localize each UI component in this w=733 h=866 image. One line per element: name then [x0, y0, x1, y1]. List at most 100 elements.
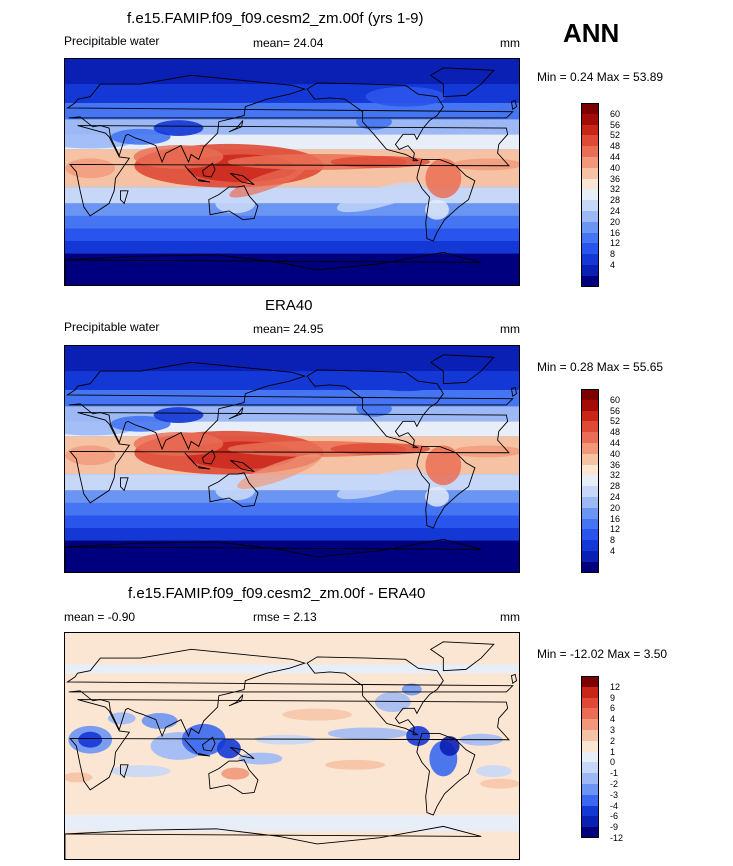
latitude-band [65, 490, 519, 503]
coastline [184, 165, 198, 180]
colorbar-swatch [581, 389, 599, 401]
panel2-mean: mean= 24.95 [253, 322, 324, 336]
panel1-units: mm [500, 36, 520, 50]
colorbar-tick-label: 28 [610, 481, 621, 492]
colorbar-swatch [581, 529, 599, 541]
panel2-map [64, 345, 520, 573]
colorbar-tick-label: -4 [610, 800, 619, 811]
colorbar-swatch [581, 730, 599, 742]
colorbar-tick-label: 44 [610, 152, 621, 162]
field-patch [78, 731, 103, 748]
map-field [65, 59, 519, 285]
colorbar-tick-label: 28 [610, 195, 621, 206]
field-patch [65, 772, 93, 783]
field-patch [336, 469, 424, 500]
colorbar-swatch [581, 561, 599, 574]
colorbar-tick-label: 36 [610, 459, 621, 470]
coastline [65, 825, 482, 859]
colorbar-swatch [581, 200, 599, 212]
latitude-band [65, 215, 519, 229]
field-patch [133, 432, 224, 456]
colorbar-tick-label: 56 [610, 405, 621, 416]
panel2-field: Precipitable water [64, 320, 160, 334]
field-patch [425, 486, 449, 507]
coastline [229, 746, 255, 760]
colorbar-swatch [581, 719, 599, 731]
colorbar-tick-label: 52 [610, 130, 621, 141]
coastline [198, 465, 211, 470]
latitude-band [65, 253, 519, 285]
field-patch [425, 445, 462, 486]
colorbar-swatch [581, 410, 599, 422]
field-patch [330, 156, 431, 168]
colorbar-swatch [581, 211, 599, 223]
latitude-band [65, 502, 519, 516]
colorbar-tick-label: 48 [610, 427, 621, 438]
colorbar-swatch [581, 740, 599, 753]
latitude-band [65, 59, 519, 85]
colorbar-tick-label: 40 [610, 448, 621, 459]
field-patch [221, 767, 250, 780]
field-patch [110, 128, 171, 145]
colorbar-swatch [581, 794, 599, 807]
colorbar-swatch [581, 751, 599, 763]
colorbar-tick-label: 16 [610, 227, 621, 238]
field-patch [153, 120, 204, 136]
coastline [306, 656, 444, 736]
colorbar-swatch [581, 432, 599, 444]
coastline [416, 732, 476, 816]
colorbar-tick-label: 9 [610, 692, 616, 703]
coastline [429, 641, 495, 672]
colorbar-tick-label: 12 [610, 524, 621, 535]
colorbar-swatch [581, 265, 599, 277]
colorbar-tick-label: 6 [610, 703, 616, 714]
colorbar-swatch [581, 708, 599, 720]
colorbar-tick-label: -9 [610, 822, 619, 833]
colorbar-swatch [581, 827, 599, 839]
latitude-band [65, 515, 519, 529]
colorbar-tick-label: 60 [610, 108, 621, 119]
latitude-band [65, 389, 519, 407]
coastline [429, 354, 495, 385]
field-patch [374, 692, 411, 712]
coastline [120, 477, 129, 492]
colorbar-swatch [581, 518, 599, 530]
coastline [229, 459, 255, 473]
colorbar-swatch [581, 178, 599, 190]
season-label: ANN [563, 18, 620, 48]
colorbar-swatch [581, 113, 599, 126]
field-patch [480, 778, 519, 789]
colorbar-tick-label: -2 [610, 779, 619, 789]
colorbar-tick-label: 20 [610, 216, 621, 227]
colorbar-swatch [581, 103, 599, 115]
coastline [510, 673, 518, 685]
field-patch [65, 158, 116, 179]
coastline [184, 452, 198, 467]
latitude-band [65, 815, 519, 832]
field-patch [133, 145, 224, 169]
latitude-band [65, 102, 519, 120]
coastline [201, 449, 216, 465]
panel1-field: Precipitable water [64, 34, 160, 48]
colorbar-swatch [581, 816, 599, 828]
field-patch [327, 727, 408, 740]
field-patch [110, 765, 171, 778]
colorbar-swatch [581, 275, 599, 288]
colorbar-swatch [581, 540, 599, 552]
field-patch [475, 765, 512, 778]
coastline [201, 736, 216, 752]
colorbar-swatch [581, 232, 599, 244]
coastline [208, 759, 259, 795]
field-patch [216, 738, 241, 759]
colorbar-swatch [581, 157, 599, 169]
colorbar-tick-label: 8 [610, 535, 616, 546]
coastline [208, 185, 259, 221]
field-patch [110, 415, 171, 432]
panel3-units: mm [500, 610, 520, 624]
colorbar-tick-label: 12 [610, 238, 621, 249]
colorbar-swatch [581, 146, 599, 158]
colorbar-tick-label: -12 [610, 833, 624, 843]
colorbar-swatch [581, 697, 599, 709]
field-patch [215, 193, 256, 214]
colorbar-tick-label: 4 [610, 714, 616, 725]
